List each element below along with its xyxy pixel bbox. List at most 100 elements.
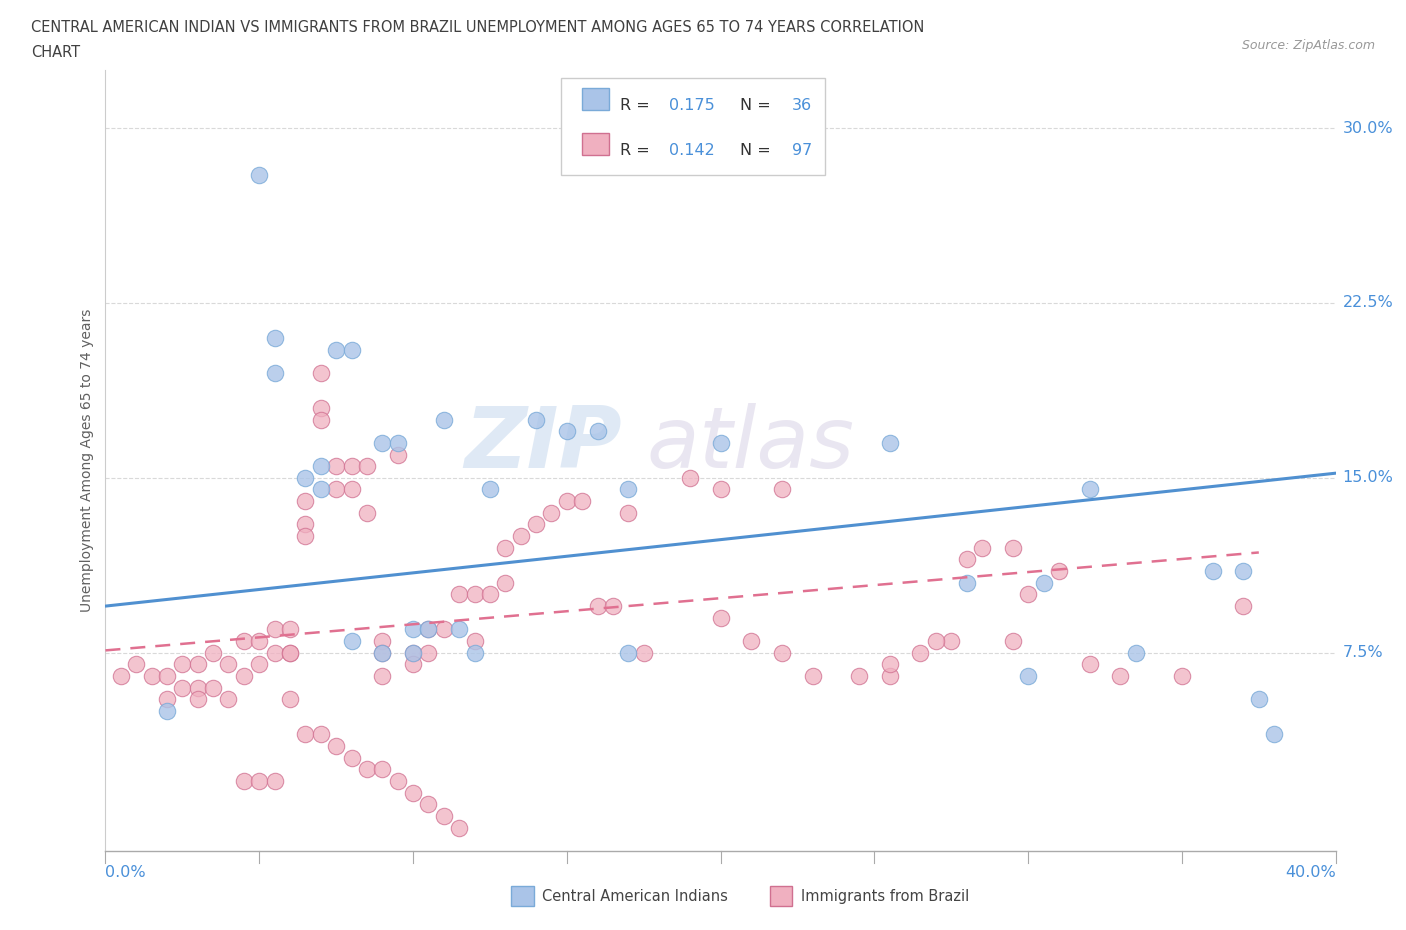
Point	[770, 645, 793, 660]
Point	[1001, 633, 1024, 648]
Point	[879, 669, 901, 684]
Point	[418, 797, 440, 812]
Point	[218, 657, 240, 671]
Text: CENTRAL AMERICAN INDIAN VS IMMIGRANTS FROM BRAZIL UNEMPLOYMENT AMONG AGES 65 TO : CENTRAL AMERICAN INDIAN VS IMMIGRANTS FR…	[31, 20, 924, 35]
Point	[309, 458, 332, 473]
Point	[555, 424, 578, 439]
Point	[509, 528, 531, 543]
Point	[970, 540, 993, 555]
Point	[387, 774, 409, 789]
Text: 40.0%: 40.0%	[1285, 865, 1336, 880]
Point	[941, 633, 963, 648]
Point	[956, 552, 979, 567]
Point	[294, 494, 316, 509]
Point	[925, 633, 948, 648]
Point	[218, 692, 240, 707]
Point	[956, 576, 979, 591]
Point	[449, 587, 471, 602]
Point	[1171, 669, 1194, 684]
Point	[464, 645, 486, 660]
Text: 0.0%: 0.0%	[105, 865, 146, 880]
Point	[156, 704, 179, 719]
Point	[1125, 645, 1147, 660]
Point	[247, 167, 270, 182]
Point	[156, 669, 179, 684]
Point	[740, 633, 762, 648]
FancyBboxPatch shape	[582, 133, 609, 155]
Point	[1247, 692, 1270, 707]
Point	[278, 645, 301, 660]
Point	[263, 774, 285, 789]
Point	[1232, 599, 1254, 614]
Point	[478, 482, 501, 497]
Point	[387, 447, 409, 462]
Point	[278, 692, 301, 707]
Point	[602, 599, 624, 614]
Point	[371, 645, 394, 660]
Text: Source: ZipAtlas.com: Source: ZipAtlas.com	[1241, 39, 1375, 52]
Point	[540, 505, 562, 520]
Text: R =: R =	[620, 143, 655, 158]
Point	[418, 645, 440, 660]
Point	[555, 494, 578, 509]
Point	[309, 727, 332, 742]
Point	[340, 751, 363, 765]
Point	[464, 633, 486, 648]
Point	[294, 727, 316, 742]
Point	[325, 482, 347, 497]
Text: 22.5%: 22.5%	[1343, 296, 1393, 311]
Point	[586, 424, 609, 439]
Point	[586, 599, 609, 614]
Text: Central American Indians: Central American Indians	[543, 889, 728, 904]
Text: 30.0%: 30.0%	[1343, 121, 1393, 136]
Point	[710, 482, 733, 497]
Point	[1078, 482, 1101, 497]
Point	[1201, 564, 1223, 578]
Text: Immigrants from Brazil: Immigrants from Brazil	[800, 889, 969, 904]
Point	[110, 669, 132, 684]
Point	[141, 669, 163, 684]
Point	[433, 622, 456, 637]
Point	[294, 528, 316, 543]
Point	[617, 482, 640, 497]
Point	[710, 610, 733, 625]
Text: R =: R =	[620, 99, 655, 113]
Point	[879, 657, 901, 671]
Text: 15.0%: 15.0%	[1343, 471, 1393, 485]
Point	[1017, 587, 1039, 602]
Point	[710, 435, 733, 450]
Point	[371, 645, 394, 660]
Point	[449, 622, 471, 637]
Point	[340, 482, 363, 497]
Point	[202, 645, 225, 660]
Point	[294, 517, 316, 532]
Point	[278, 645, 301, 660]
Point	[633, 645, 655, 660]
Point	[1109, 669, 1132, 684]
Point	[418, 622, 440, 637]
Point	[187, 680, 209, 695]
Point	[356, 762, 378, 777]
Text: 0.175: 0.175	[669, 99, 714, 113]
Point	[433, 412, 456, 427]
Point	[402, 645, 425, 660]
Point	[309, 482, 332, 497]
Point	[340, 458, 363, 473]
Point	[247, 657, 270, 671]
Point	[910, 645, 932, 660]
Y-axis label: Unemployment Among Ages 65 to 74 years: Unemployment Among Ages 65 to 74 years	[80, 309, 94, 612]
Point	[309, 365, 332, 380]
Point	[309, 401, 332, 416]
Point	[263, 645, 285, 660]
Point	[464, 587, 486, 602]
Point	[848, 669, 870, 684]
Point	[263, 365, 285, 380]
Text: 0.142: 0.142	[669, 143, 714, 158]
Point	[371, 669, 394, 684]
Point	[187, 692, 209, 707]
Text: atlas: atlas	[647, 404, 855, 486]
Point	[433, 808, 456, 823]
Point	[263, 622, 285, 637]
Point	[524, 517, 547, 532]
Point	[325, 342, 347, 357]
